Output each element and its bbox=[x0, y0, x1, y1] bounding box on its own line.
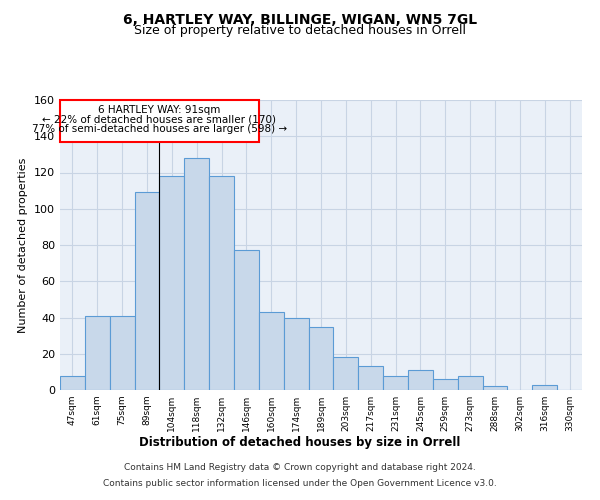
Text: Contains public sector information licensed under the Open Government Licence v3: Contains public sector information licen… bbox=[103, 478, 497, 488]
Bar bbox=[408, 370, 433, 390]
Bar bbox=[458, 376, 482, 390]
Bar bbox=[433, 379, 458, 390]
Bar bbox=[308, 326, 334, 390]
Bar bbox=[85, 316, 110, 390]
Bar bbox=[110, 316, 134, 390]
Bar bbox=[209, 176, 234, 390]
Text: Distribution of detached houses by size in Orrell: Distribution of detached houses by size … bbox=[139, 436, 461, 449]
Bar bbox=[160, 176, 184, 390]
Y-axis label: Number of detached properties: Number of detached properties bbox=[19, 158, 28, 332]
Bar bbox=[234, 250, 259, 390]
Bar bbox=[532, 384, 557, 390]
Bar bbox=[259, 312, 284, 390]
Bar bbox=[284, 318, 308, 390]
Text: 6 HARTLEY WAY: 91sqm: 6 HARTLEY WAY: 91sqm bbox=[98, 104, 221, 115]
Bar bbox=[184, 158, 209, 390]
Bar bbox=[134, 192, 160, 390]
Text: ← 22% of detached houses are smaller (170): ← 22% of detached houses are smaller (17… bbox=[43, 114, 277, 124]
FancyBboxPatch shape bbox=[60, 100, 259, 141]
Bar bbox=[334, 358, 358, 390]
Text: 6, HARTLEY WAY, BILLINGE, WIGAN, WN5 7GL: 6, HARTLEY WAY, BILLINGE, WIGAN, WN5 7GL bbox=[123, 12, 477, 26]
Bar bbox=[482, 386, 508, 390]
Text: 77% of semi-detached houses are larger (598) →: 77% of semi-detached houses are larger (… bbox=[32, 124, 287, 134]
Bar bbox=[358, 366, 383, 390]
Text: Contains HM Land Registry data © Crown copyright and database right 2024.: Contains HM Land Registry data © Crown c… bbox=[124, 464, 476, 472]
Text: Size of property relative to detached houses in Orrell: Size of property relative to detached ho… bbox=[134, 24, 466, 37]
Bar bbox=[60, 376, 85, 390]
Bar bbox=[383, 376, 408, 390]
